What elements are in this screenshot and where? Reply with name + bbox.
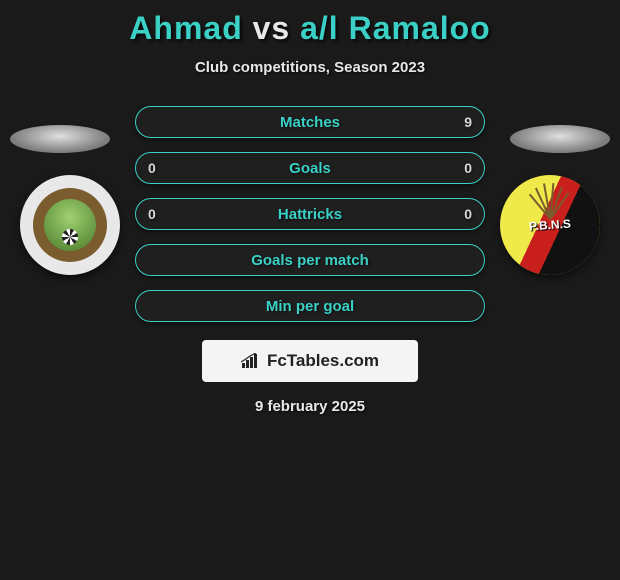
brand-badge: FcTables.com bbox=[202, 340, 418, 382]
stat-left-value: 0 bbox=[148, 160, 156, 176]
stat-left-value: 0 bbox=[148, 206, 156, 222]
stat-row: 0 Goals 0 bbox=[135, 152, 485, 184]
football-icon bbox=[62, 229, 78, 245]
stat-row: Matches 9 bbox=[135, 106, 485, 138]
subtitle: Club competitions, Season 2023 bbox=[0, 59, 620, 76]
stat-right-value: 0 bbox=[464, 206, 472, 222]
crest-ring bbox=[33, 188, 107, 262]
stat-label: Goals per match bbox=[251, 252, 369, 269]
page-title: Ahmad vs a/l Ramaloo bbox=[0, 10, 620, 47]
crest-letters: P.B.N.S bbox=[529, 217, 572, 234]
date-label: 9 february 2025 bbox=[0, 398, 620, 415]
player1-club-crest bbox=[20, 175, 120, 275]
player2-club-crest: P.B.N.S bbox=[500, 175, 600, 275]
stat-right-value: 0 bbox=[464, 160, 472, 176]
stat-row: Goals per match bbox=[135, 244, 485, 276]
player1-name: Ahmad bbox=[129, 10, 242, 46]
player1-base-disc bbox=[10, 125, 110, 153]
stat-label: Matches bbox=[280, 114, 340, 131]
stat-row: 0 Hattricks 0 bbox=[135, 198, 485, 230]
stat-label: Hattricks bbox=[278, 206, 342, 223]
crest-field bbox=[44, 199, 96, 251]
stat-label: Min per goal bbox=[266, 298, 354, 315]
crest-rays bbox=[525, 183, 575, 219]
stat-row: Min per goal bbox=[135, 290, 485, 322]
stat-label: Goals bbox=[289, 160, 331, 177]
player2-name: a/l Ramaloo bbox=[300, 10, 491, 46]
vs-separator: vs bbox=[253, 10, 291, 46]
brand-text: FcTables.com bbox=[267, 351, 379, 371]
stat-right-value: 9 bbox=[464, 114, 472, 130]
stats-table: Matches 9 0 Goals 0 0 Hattricks 0 Goals … bbox=[135, 106, 485, 322]
chart-icon bbox=[241, 353, 261, 369]
player2-base-disc bbox=[510, 125, 610, 153]
